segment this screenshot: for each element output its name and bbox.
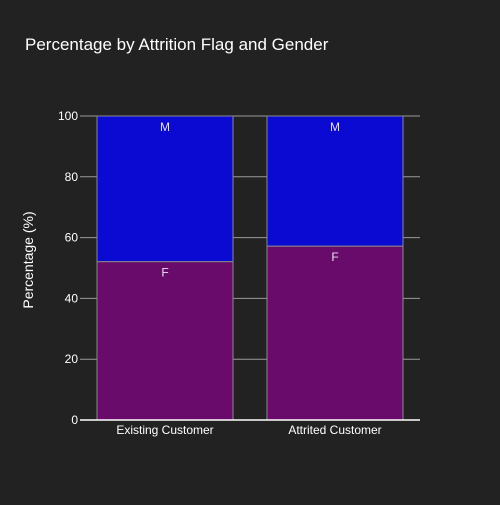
- x-tick-label: Attrited Customer: [288, 423, 381, 437]
- x-tick-label: Existing Customer: [116, 423, 213, 437]
- y-tick-label: 0: [71, 413, 78, 427]
- y-tick-label: 40: [65, 291, 79, 305]
- bar-F-1: [266, 245, 404, 421]
- y-tick-label: 20: [65, 352, 79, 366]
- bar-label-F-0: F: [161, 266, 168, 280]
- y-axis-label: Percentage (%): [20, 211, 36, 308]
- bar-label-M-0: M: [160, 120, 170, 134]
- y-tick-label: 80: [65, 170, 79, 184]
- y-tick-label: 60: [65, 231, 79, 245]
- bar-label-F-1: F: [331, 250, 338, 264]
- bar-M-0: [96, 115, 234, 263]
- axis-layer: 0 20 40 60 80 100 Existing Customer Attrited Cu…: [58, 109, 420, 437]
- bar-M-1: [266, 115, 404, 247]
- chart-title: Percentage by Attrition Flag and Gender: [25, 35, 329, 54]
- y-tick-label: 100: [58, 109, 78, 123]
- bar-layer: [96, 115, 404, 421]
- bar-F-0: [96, 261, 234, 421]
- bar-label-layer: F M F M: [160, 120, 340, 280]
- bar-label-M-1: M: [330, 120, 340, 134]
